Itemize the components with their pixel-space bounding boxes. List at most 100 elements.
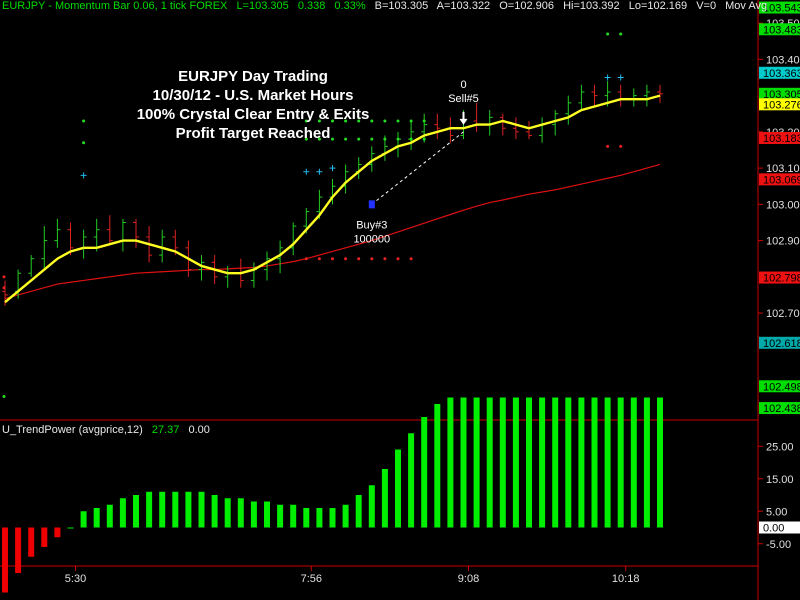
price-change-pct: 0.33% <box>334 0 366 12</box>
indicator-value-2: 0.00 <box>188 424 210 436</box>
ohlc-bar <box>277 240 284 274</box>
price-axis: 103.500103.400103.200103.100103.000102.9… <box>758 1 800 415</box>
trend-bar <box>290 504 297 528</box>
stop-dot-green <box>317 119 321 123</box>
trend-bar <box>473 397 480 528</box>
price-change: 0.338 <box>297 0 326 12</box>
trend-tick-label: 25.00 <box>766 441 794 453</box>
trend-bar <box>355 495 362 528</box>
ohlc-bar <box>526 120 532 140</box>
ohlc-bar <box>473 102 480 132</box>
stop-dot-green <box>422 119 426 123</box>
trend-bar <box>395 449 401 528</box>
trend-bar <box>172 491 179 528</box>
trend-bar <box>604 397 611 528</box>
price-marker-box <box>759 23 800 36</box>
price-tick-label: 102.700 <box>766 308 800 320</box>
ohlc-bar <box>539 117 546 143</box>
ask-price: A=103.322 <box>436 0 491 12</box>
trend-bar <box>133 495 139 528</box>
stop-dot-green <box>304 119 308 123</box>
fast-moving-average <box>4 94 661 304</box>
stop-dot-green <box>396 119 400 123</box>
buy-qty: 100000 <box>353 233 390 245</box>
ohlc-bar <box>41 226 48 270</box>
stop-dot-green <box>82 141 86 145</box>
trend-bar <box>539 397 546 528</box>
stop-markers <box>2 32 624 398</box>
price-marker-label: 103.483 <box>763 24 800 36</box>
cross-marker <box>329 165 336 172</box>
ohlc-bar <box>565 95 572 125</box>
trend-bar <box>381 469 388 528</box>
trend-bar <box>512 397 519 528</box>
trend-tick-label: 15.00 <box>766 474 794 486</box>
cross-marker <box>316 168 323 175</box>
price-marker-box <box>759 66 800 79</box>
slow-ma-line <box>4 163 661 300</box>
stop-dot-green <box>344 119 348 123</box>
price-marker-box <box>759 132 800 145</box>
ohlc-bar <box>264 251 270 281</box>
price-marker-label: 102.618 <box>763 338 800 350</box>
stop-dot-green <box>422 137 426 141</box>
time-tick-label: 5:30 <box>65 573 86 585</box>
buy-marker <box>368 200 375 209</box>
trend-bar <box>119 498 126 528</box>
stop-dot-green <box>82 119 86 123</box>
slow-moving-average <box>4 163 661 300</box>
trend-bar <box>329 508 336 528</box>
annotation-line-3: 100% Crystal Clear Entry & Exits <box>136 106 370 123</box>
trend-bar <box>434 404 441 528</box>
price-bars <box>2 81 663 306</box>
trend-bar <box>159 491 166 528</box>
ohlc-bar <box>591 84 598 107</box>
trend-bar <box>185 491 192 528</box>
stop-dot-red <box>619 144 623 148</box>
trend-bar <box>565 397 572 528</box>
trend-tick-label: -5.00 <box>766 539 791 551</box>
stop-dot-red <box>304 257 308 261</box>
trend-bar <box>250 501 257 528</box>
trend-bar <box>447 397 454 528</box>
stop-dot-green <box>331 137 334 141</box>
price-marker-label: 103.305 <box>763 89 800 101</box>
time-tick-label: 9:08 <box>458 573 479 585</box>
sell-qty: 0 <box>460 79 466 91</box>
cross-marker <box>604 74 611 81</box>
trend-bar <box>460 397 467 528</box>
ohlc-bar <box>67 222 74 256</box>
ohlc-bar <box>552 110 559 136</box>
trend-bar <box>15 527 22 573</box>
trend-bar <box>106 504 113 528</box>
sell-arrow-icon <box>459 111 468 125</box>
ohlc-bar <box>159 229 166 263</box>
cross-marker <box>303 168 310 175</box>
ohlc-bar <box>80 229 87 259</box>
price-tick-label: 103.400 <box>766 54 800 66</box>
trend-bar <box>552 397 559 528</box>
price-tick-label: 103.100 <box>766 163 800 175</box>
stop-dot-green <box>396 137 400 141</box>
stop-dot-red <box>409 257 413 261</box>
indicator-label: U_TrendPower (avgprice,12) 27.37 0.00 <box>2 424 210 436</box>
stop-dot-green <box>409 137 413 141</box>
buy-label: Buy#3 <box>356 219 387 231</box>
ohlc-bar <box>342 164 349 194</box>
annotation-line-2: 10/30/12 - U.S. Market Hours <box>152 87 354 104</box>
ohlc-bar <box>119 218 126 252</box>
stop-dot-red <box>606 144 610 148</box>
trend-bar <box>93 508 100 528</box>
ohlc-bar <box>617 84 624 107</box>
volume-value: V=0 <box>696 0 717 12</box>
trend-bar <box>211 495 218 528</box>
low-price: Lo=102.169 <box>628 0 688 12</box>
price-marker-box <box>759 1 800 14</box>
price-tick-label: 103.000 <box>766 199 800 211</box>
stop-dot-red <box>370 257 374 261</box>
stop-dot-green <box>331 119 334 123</box>
ohlc-bar <box>630 88 637 107</box>
trend-bar <box>2 527 8 593</box>
trend-bar <box>198 491 205 528</box>
